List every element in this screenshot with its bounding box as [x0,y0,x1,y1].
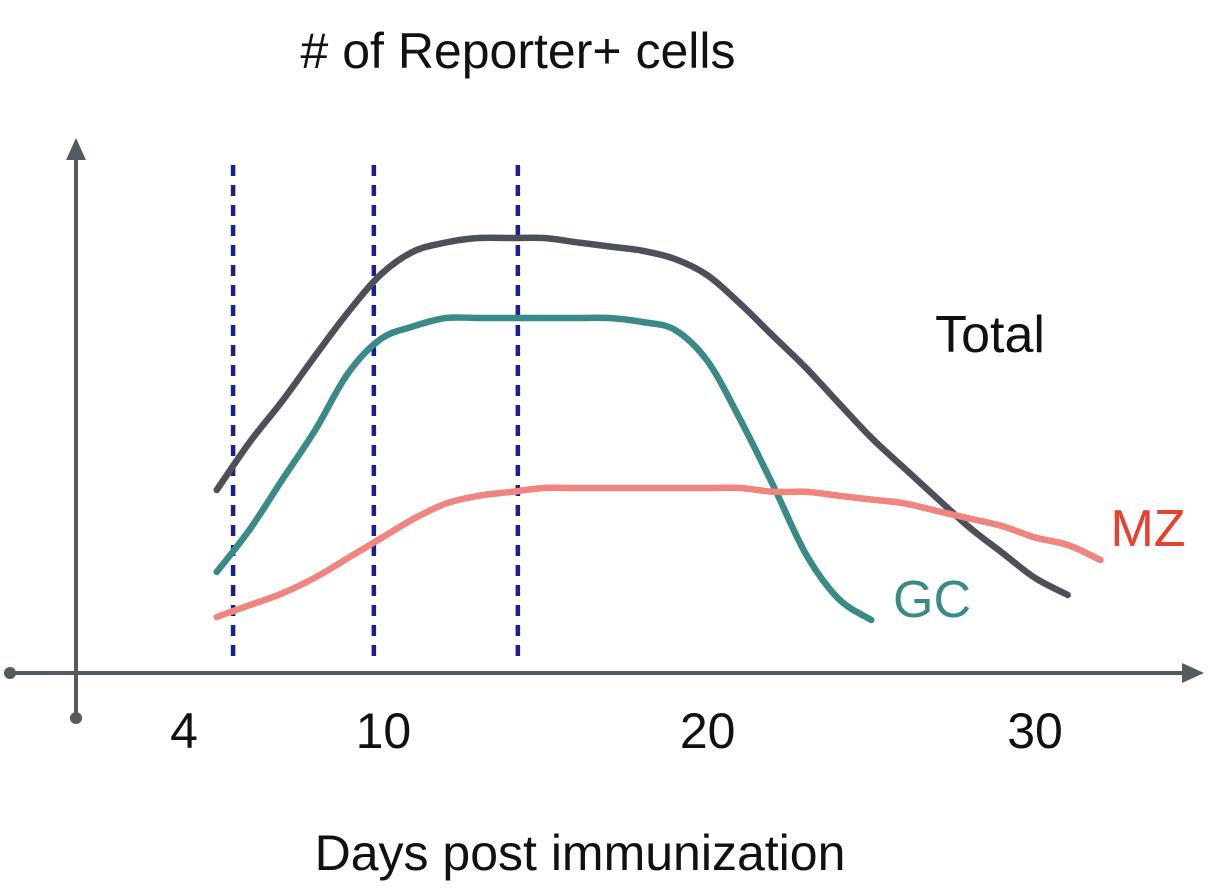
x-tick-label: 10 [356,703,412,759]
y-axis-arrowhead [66,138,86,160]
series-line-mz [213,484,1104,621]
x-axis-arrowhead [1182,663,1204,683]
marker-group [230,165,521,658]
chart-title: # of Reporter+ cells [301,23,736,79]
series-label-gc: GC [893,571,971,629]
x-tick-group: 4 10 20 30 [170,703,1063,759]
x-tick-label: 20 [680,703,736,759]
x-axis-end-dot [4,667,16,679]
series-label-mz: MZ [1110,500,1185,558]
series-line-gc [213,314,875,624]
x-tick-label: 4 [170,703,198,759]
series-line-total [213,234,1071,599]
x-axis-label: Days post immunization [315,825,846,881]
x-tick-label: 30 [1007,703,1063,759]
y-axis-end-dot [70,712,82,724]
series-group: Total GC MZ [213,234,1186,629]
series-label-total: Total [935,306,1045,364]
